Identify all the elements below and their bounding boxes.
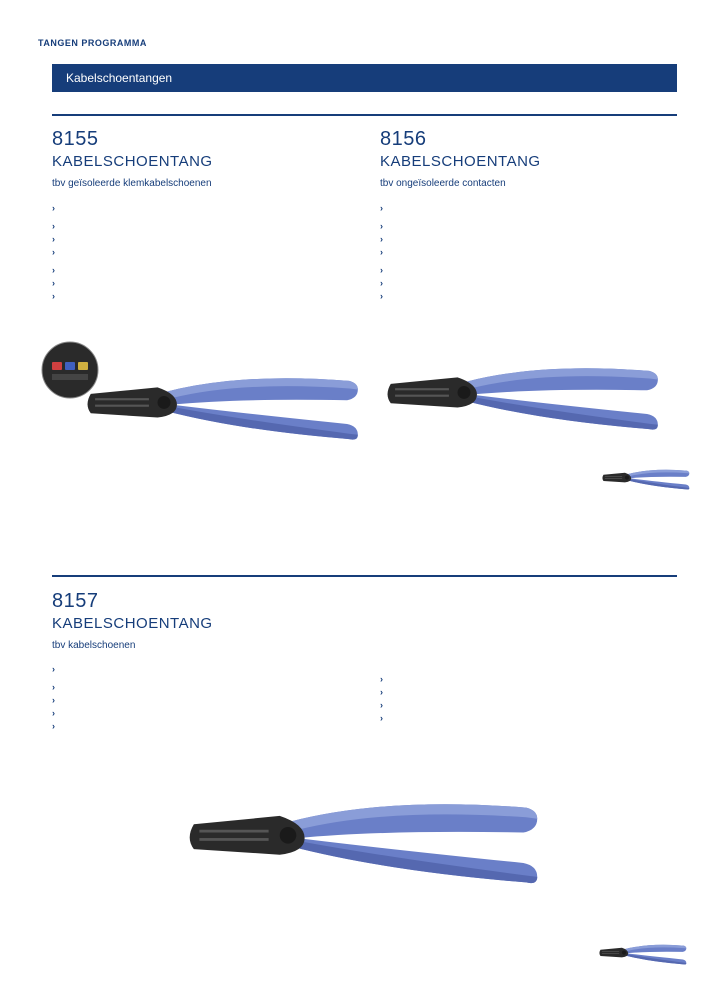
divider-mid bbox=[52, 575, 677, 577]
product-subtitle: tbv geïsoleerde klemkabelschoenen bbox=[52, 178, 352, 189]
page-category-header: TANGEN PROGRAMMA bbox=[38, 38, 147, 48]
product-8155: 8155 KABELSCHOENTANG tbv geïsoleerde kle… bbox=[52, 128, 352, 304]
bullet-item bbox=[52, 203, 352, 213]
product-name: KABELSCHOENTANG bbox=[52, 153, 352, 170]
bullet-item bbox=[380, 234, 680, 244]
bullet-item bbox=[52, 265, 352, 275]
bullet-item bbox=[52, 291, 352, 301]
section-title-text: Kabelschoentangen bbox=[66, 71, 172, 85]
bullet-item bbox=[52, 708, 61, 718]
bullet-item bbox=[380, 700, 389, 710]
product-8157: 8157 KABELSCHOENTANG tbv kabelschoenen bbox=[52, 590, 672, 651]
bullet-item bbox=[380, 278, 680, 288]
bullet-item bbox=[52, 721, 61, 731]
bullet-item bbox=[380, 291, 680, 301]
bullet-item bbox=[52, 278, 352, 288]
product-name: KABELSCHOENTANG bbox=[380, 153, 680, 170]
bullet-item bbox=[380, 713, 389, 723]
product-bullets bbox=[380, 203, 680, 301]
bullet-item bbox=[52, 682, 61, 692]
product-bullets-left bbox=[52, 664, 61, 734]
bullet-item bbox=[380, 265, 680, 275]
bullet-item bbox=[52, 221, 352, 231]
product-subtitle: tbv kabelschoenen bbox=[52, 640, 672, 651]
product-bullets bbox=[52, 203, 352, 301]
product-8157-image-small bbox=[597, 935, 687, 975]
product-number: 8157 bbox=[52, 590, 672, 613]
bullet-item bbox=[52, 234, 352, 244]
product-name: KABELSCHOENTANG bbox=[52, 615, 672, 632]
bullet-item bbox=[52, 695, 61, 705]
product-8156: 8156 KABELSCHOENTANG tbv ongeïsoleerde c… bbox=[380, 128, 680, 304]
bullet-item bbox=[380, 674, 389, 684]
bullet-item bbox=[380, 203, 680, 213]
product-bullets-right bbox=[380, 674, 389, 726]
bullet-item bbox=[52, 664, 61, 674]
divider-top bbox=[52, 114, 677, 116]
product-number: 8155 bbox=[52, 128, 352, 151]
product-8156-image bbox=[380, 330, 680, 510]
bullet-item bbox=[380, 247, 680, 257]
bullet-item bbox=[380, 221, 680, 231]
product-subtitle: tbv ongeïsoleerde contacten bbox=[380, 178, 680, 189]
product-8155-image bbox=[40, 330, 340, 450]
bullet-item bbox=[52, 247, 352, 257]
product-number: 8156 bbox=[380, 128, 680, 151]
product-8157-image bbox=[180, 780, 540, 910]
bullet-item bbox=[380, 687, 389, 697]
section-title-bar: Kabelschoentangen bbox=[52, 64, 677, 92]
